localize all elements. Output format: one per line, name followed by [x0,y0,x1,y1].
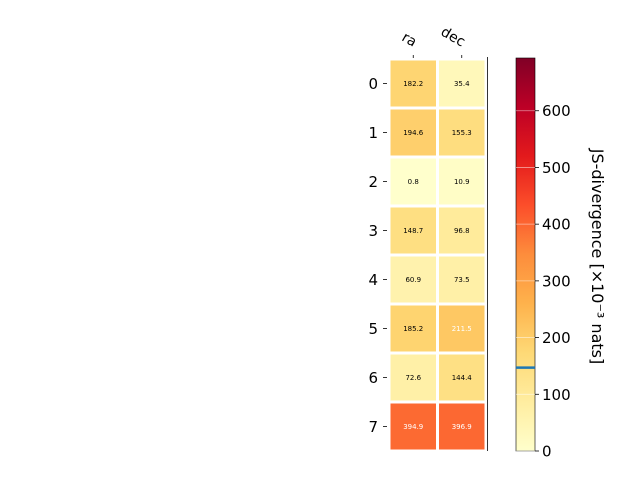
colorbar-tick-label: 200 [542,329,571,347]
row-label: 6 [368,369,378,387]
colorbar-tick-label: 100 [542,386,571,404]
column-label: dec [438,24,468,50]
cell-value-label: 35.4 [454,80,470,88]
row-label: 4 [368,271,378,289]
heatmap-cell [436,253,488,306]
cell-value-label: 10.9 [454,178,470,186]
row-label: 2 [368,173,378,191]
cell-value-label: 144.4 [452,374,473,382]
heatmap-cell [436,400,488,453]
cell-value-label: 73.5 [454,276,470,284]
colorbar-tick-label: 300 [542,272,571,290]
colorbar-tick-label: 600 [542,102,571,120]
colorbar-tick-label: 400 [542,216,571,234]
row-label: 0 [368,75,378,93]
colorbar-label: JS-divergence [×10⁻³ nats] [588,148,607,364]
cell-value-label: 396.9 [452,423,472,431]
cell-value-label: 194.6 [403,129,424,137]
cell-value-label: 72.6 [405,374,421,382]
cell-value-label: 394.9 [403,423,423,431]
heatmap-cell [436,155,488,208]
column-label: ra [399,29,419,50]
cell-value-label: 155.3 [452,129,472,137]
heatmap-cell [436,106,488,159]
cell-value-label: 0.8 [408,178,419,186]
cell-value-label: 211.5 [452,325,472,333]
cell-value-label: 148.7 [403,227,423,235]
row-label: 7 [368,418,378,436]
colorbar-tick-label: 500 [542,159,571,177]
colorbar-tick-label: 0 [542,443,552,461]
row-label: 5 [368,320,378,338]
heatmap-cells: 182.2 35.4 194.6 155.3 0.8 10.9 148.7 96.8 60.9 7… [387,57,488,453]
colorbar: 0 100 200 300 400 500 600 JS-divergence [×10⁻³ … [515,57,607,461]
heatmap-cell [436,204,488,257]
cell-value-label: 185.2 [403,325,423,333]
cell-value-label: 182.2 [403,80,423,88]
cell-value-label: 60.9 [405,276,421,284]
cell-value-label: 96.8 [454,227,470,235]
row-label: 1 [368,124,378,142]
colorbar-gradient [515,57,536,452]
row-label: 3 [368,222,378,240]
